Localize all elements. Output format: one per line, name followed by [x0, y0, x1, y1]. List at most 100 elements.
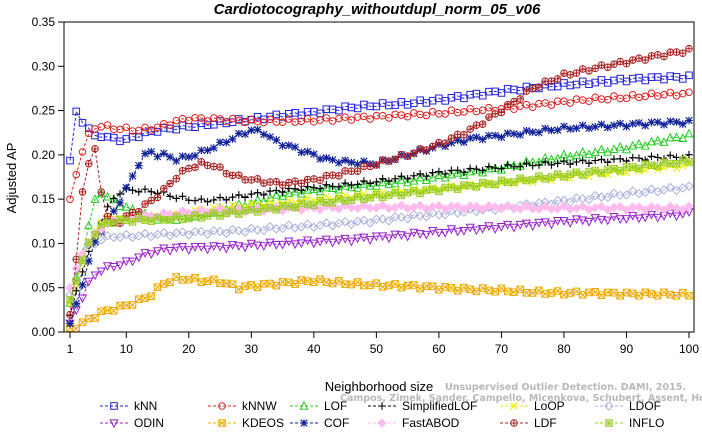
data-point-fastabod	[659, 205, 669, 215]
data-point-cof	[203, 146, 212, 155]
data-point-simplifiedlof	[616, 154, 625, 163]
data-point-inflo	[547, 173, 556, 181]
legend-label: LDF	[534, 416, 557, 430]
data-point-odin	[109, 263, 119, 272]
data-point-ldf	[360, 162, 368, 170]
data-point-inflo	[622, 163, 631, 171]
data-point-kdeos	[178, 276, 187, 284]
data-point-lof	[302, 184, 313, 194]
data-point-cof	[672, 118, 681, 126]
data-point-fastabod	[334, 204, 344, 214]
data-point-kdeos	[635, 291, 643, 300]
data-point-inflo	[141, 216, 149, 224]
data-point-odin	[240, 243, 250, 253]
y-tick-label: 0.15	[32, 192, 56, 206]
data-point-ldf	[129, 209, 136, 216]
series-knn	[66, 71, 693, 165]
x-tick-label: 50	[370, 342, 384, 356]
data-point-inflo	[591, 166, 599, 175]
data-point-cof	[297, 148, 306, 157]
data-point-lof	[434, 170, 444, 179]
data-point-kdeos	[310, 278, 318, 287]
data-point-knnw	[610, 92, 618, 100]
data-point-kdeos	[460, 283, 468, 292]
data-point-inflo	[603, 165, 612, 174]
data-point-cof	[159, 149, 168, 158]
data-point-odin	[478, 224, 488, 234]
data-point-ldf	[604, 63, 612, 71]
data-point-lof	[309, 184, 319, 194]
data-point-simplifiedlof	[472, 165, 481, 173]
data-point-odin	[290, 240, 300, 250]
data-point-ldof	[121, 229, 131, 240]
data-point-ldf	[648, 52, 655, 60]
data-point-simplifiedlof	[266, 187, 274, 195]
data-point-inflo	[272, 205, 281, 214]
data-point-ldf	[654, 51, 662, 59]
x-tick-label: 100	[679, 342, 699, 356]
data-point-lof	[327, 183, 338, 192]
x-tick-label: 10	[120, 342, 134, 356]
data-point-kdeos	[485, 286, 493, 295]
data-point-ldf	[616, 58, 624, 65]
data-point-kdeos	[428, 282, 437, 291]
data-point-lof	[440, 172, 450, 182]
data-point-kdeos	[297, 276, 306, 284]
data-point-ldf	[185, 165, 193, 172]
data-point-inflo	[628, 163, 637, 171]
data-point-ldf	[279, 181, 286, 189]
data-point-odin	[490, 225, 500, 234]
data-point-fastabod	[452, 201, 463, 211]
data-point-inflo	[560, 173, 568, 181]
data-point-odin	[403, 232, 413, 242]
data-point-odin	[334, 236, 344, 246]
data-point-kdeos	[91, 314, 99, 322]
data-point-kdeos	[84, 314, 93, 323]
data-point-kdeos	[403, 281, 412, 290]
data-point-simplifiedlof	[522, 159, 531, 167]
data-point-cof	[510, 129, 518, 138]
data-point-lof	[609, 144, 619, 153]
data-point-knnw	[322, 114, 331, 122]
data-point-knnw	[510, 105, 518, 114]
data-point-kdeos	[141, 294, 149, 302]
data-point-lof	[565, 151, 575, 161]
data-point-simplifiedlof	[347, 181, 356, 189]
data-point-ldf	[366, 163, 374, 170]
data-point-ldof	[284, 220, 294, 230]
data-point-lof	[290, 186, 300, 196]
data-point-cof	[335, 159, 343, 167]
data-point-lof	[277, 191, 288, 201]
data-point-ldf-ring	[66, 310, 74, 319]
data-point-simplifiedlof	[191, 196, 199, 205]
data-point-inflo	[453, 185, 462, 193]
data-point-inflo	[310, 201, 318, 209]
data-point-inflo	[128, 218, 137, 226]
data-point-cof	[91, 238, 99, 246]
data-point-loop	[285, 196, 293, 204]
data-point-lof	[665, 132, 675, 142]
data-point-lof	[340, 180, 350, 190]
data-point-knnw	[441, 110, 449, 118]
data-point-knn	[122, 135, 131, 143]
data-point-lof	[365, 180, 375, 190]
data-point-ldf	[585, 67, 593, 75]
data-point-simplifiedlof	[216, 193, 224, 202]
data-point-inflo	[228, 207, 237, 216]
data-point-ldof	[196, 226, 207, 237]
data-point-inflo	[303, 200, 312, 209]
data-point-ldf	[229, 172, 236, 179]
data-point-odin	[309, 239, 319, 249]
data-point-cof	[547, 126, 556, 135]
data-point-cof	[278, 141, 287, 150]
data-point-lof	[115, 201, 125, 210]
data-point-odin	[671, 212, 682, 222]
data-point-fastabod	[540, 201, 550, 211]
data-point-kdeos	[578, 291, 587, 299]
data-point-ldof	[427, 208, 438, 218]
data-point-kdeos	[491, 287, 499, 296]
data-point-ldof	[596, 192, 607, 202]
legend-marker	[110, 402, 118, 410]
data-point-fastabod	[65, 283, 75, 293]
data-point-fastabod	[621, 205, 632, 215]
